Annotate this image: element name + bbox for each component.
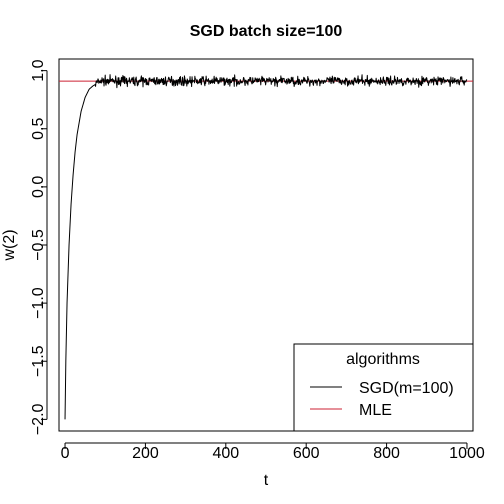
- x-tick-label: 0: [61, 445, 70, 462]
- legend: algorithms SGD(m=100) MLE: [293, 343, 474, 432]
- y-tick-label: 0.5: [30, 118, 47, 140]
- y-axis-label: w(2): [1, 229, 18, 261]
- y-tick-label: 0.0: [30, 176, 47, 198]
- legend-label-mle: MLE: [359, 402, 392, 419]
- y-tick-label: −0.5: [30, 229, 47, 261]
- x-tick-label: 800: [373, 445, 400, 462]
- legend-title: algorithms: [346, 351, 420, 368]
- x-axis-label: t: [264, 472, 269, 489]
- y-tick-label: −1.5: [30, 345, 47, 377]
- x-axis: 0 200 400 600 800 1000: [61, 442, 485, 462]
- chart-title: SGD batch size=100: [190, 23, 343, 40]
- x-tick-label: 200: [132, 445, 159, 462]
- x-tick-label: 1000: [449, 445, 485, 462]
- x-tick-label: 600: [293, 445, 320, 462]
- y-axis: −2.0 −1.5 −1.0 −0.5 0.0 0.5 1.0: [30, 59, 48, 435]
- legend-label-sgd: SGD(m=100): [359, 380, 454, 397]
- y-tick-label: −1.0: [30, 287, 47, 319]
- plot-area: [59, 74, 473, 420]
- y-tick-label: 1.0: [30, 59, 47, 81]
- plot-frame: [58, 58, 474, 432]
- y-tick-label: −2.0: [30, 403, 47, 435]
- sgd-series-line: [64, 74, 468, 420]
- x-tick-label: 400: [212, 445, 239, 462]
